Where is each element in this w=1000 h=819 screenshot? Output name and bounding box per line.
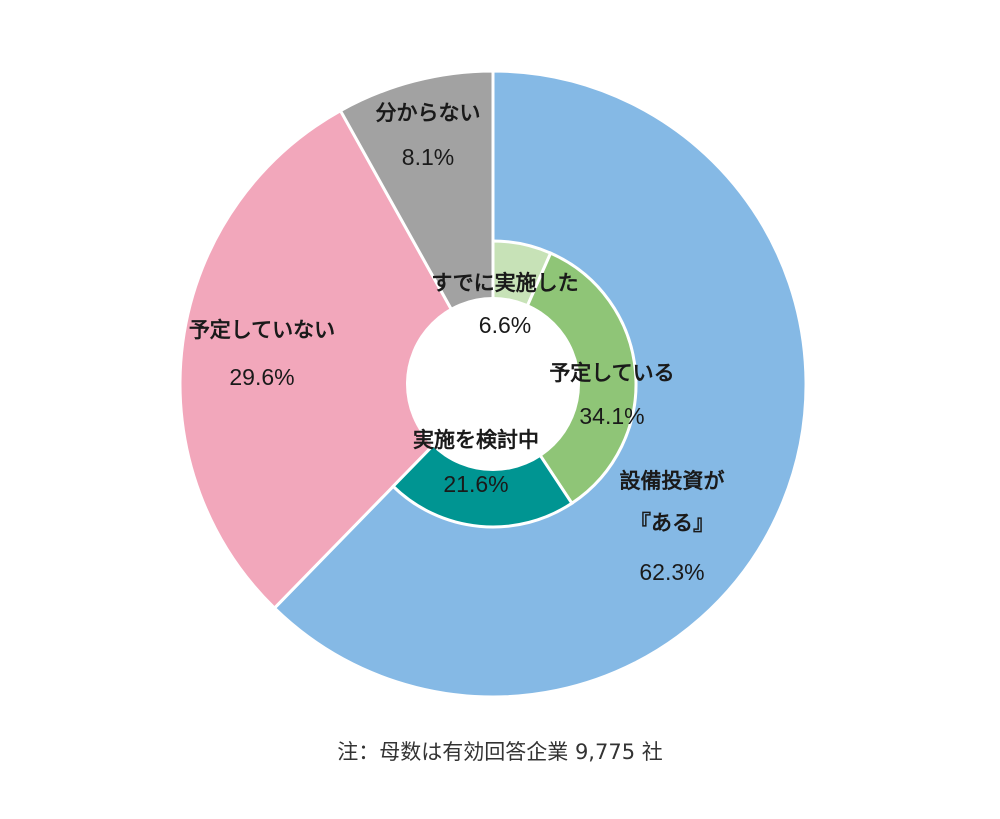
donut-hole [406, 297, 580, 471]
outer-slice-1-label-line-0: 予定していない [189, 318, 335, 342]
outer-slice-2 [338, 69, 495, 390]
outer-slice-2-value: 8.1% [402, 144, 454, 170]
inner-slice-2-value: 21.6% [443, 471, 508, 497]
footnote: 注：母数は有効回答企業 9,775 社 [337, 740, 663, 764]
outer-slice-0-value: 62.3% [639, 559, 704, 585]
inner-slice-1-value: 34.1% [579, 403, 644, 429]
inner-slice-0-label-line-0: すでに実施した [431, 271, 578, 295]
inner-slice-1-label-line-0: 予定している [549, 361, 674, 385]
donut-chart: 設備投資が『ある』 62.3% 予定していない 29.6% 分からない 8.1% すでに実施… [178, 69, 808, 699]
outer-slice-0-label-line-1: 『ある』 [630, 511, 714, 535]
outer-slice-0-label-line-0: 設備投資が [620, 469, 725, 493]
outer-slice-2-label-line-0: 分からない [376, 101, 481, 125]
inner-slice-0-value: 6.6% [479, 312, 531, 338]
outer-slice-1 [178, 108, 495, 611]
outer-slice-1-value: 29.6% [229, 364, 294, 390]
inner-slice-2-label-line-0: 実施を検討中 [413, 428, 539, 452]
